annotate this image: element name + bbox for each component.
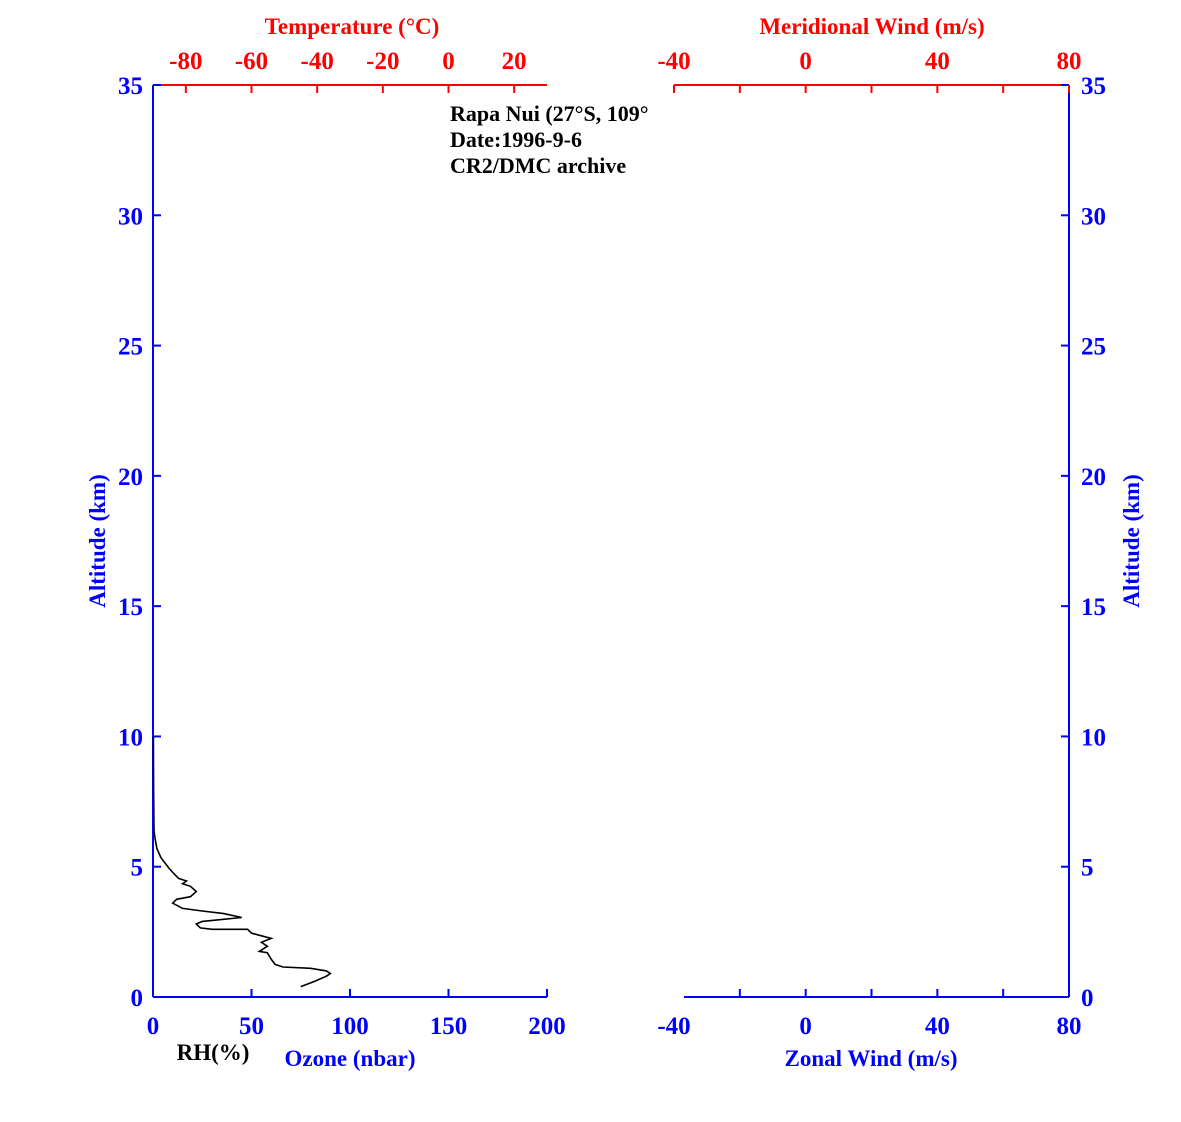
rh-axis-title: RH(%): [177, 1040, 250, 1065]
right-y-tick-label: 25: [1081, 334, 1106, 361]
right-top-x-tick-label: 0: [799, 48, 812, 75]
left-top-x-tick-label: 20: [502, 48, 527, 75]
zonal-wind-axis-title: Zonal Wind (m/s): [785, 1046, 958, 1071]
right-top-x-tick-label: 40: [925, 48, 950, 75]
left-top-x-tick-label: -80: [169, 48, 202, 75]
right-bottom-x-tick-label: 80: [1057, 1013, 1082, 1040]
right-bottom-x-tick-label: 0: [799, 1013, 812, 1040]
right-y-tick-label: 20: [1081, 464, 1106, 491]
right-y-tick-label: 5: [1081, 855, 1094, 882]
right-top-x-tick-label: -40: [657, 48, 690, 75]
left-top-x-tick-label: -60: [235, 48, 268, 75]
left-bottom-x-tick-label: 100: [331, 1013, 369, 1040]
left-bottom-x-tick-label: 50: [239, 1013, 264, 1040]
left-top-x-tick-label: 0: [442, 48, 455, 75]
archive-label: CR2/DMC archive: [450, 153, 626, 178]
left-y-tick-label: 35: [118, 73, 143, 100]
right-y-tick-label: 15: [1081, 594, 1106, 621]
left-y-tick-label: 5: [131, 855, 144, 882]
left-bottom-x-tick-label: 0: [147, 1013, 160, 1040]
right-bottom-x-tick-label: 40: [925, 1013, 950, 1040]
left-y-tick-label: 25: [118, 334, 143, 361]
station-label: Rapa Nui (27°S, 109°: [450, 101, 649, 126]
right-y-tick-label: 30: [1081, 203, 1106, 230]
meridional-wind-axis-title: Meridional Wind (m/s): [759, 14, 984, 39]
left-y-tick-label: 20: [118, 464, 143, 491]
left-y-tick-label: 10: [118, 724, 143, 751]
left-top-x-tick-label: -40: [301, 48, 334, 75]
ozone-axis-title: Ozone (nbar): [285, 1046, 416, 1071]
left-y-tick-label: 15: [118, 594, 143, 621]
left-y-tick-label: 30: [118, 203, 143, 230]
left-altitude-axis-title: Altitude (km): [85, 474, 110, 608]
left-bottom-x-tick-label: 200: [528, 1013, 566, 1040]
right-y-tick-label: 10: [1081, 724, 1106, 751]
left-y-tick-label: 0: [131, 985, 144, 1012]
date-label: Date:1996-9-6: [450, 127, 582, 152]
left-top-x-tick-label: -20: [366, 48, 399, 75]
right-top-x-tick-label: 80: [1057, 48, 1082, 75]
right-altitude-axis-title: Altitude (km): [1119, 474, 1144, 608]
left-bottom-x-tick-label: 150: [430, 1013, 468, 1040]
right-y-tick-label: 0: [1081, 985, 1094, 1012]
profile-trace-0: [152, 736, 332, 988]
temperature-axis-title: Temperature (°C): [265, 14, 440, 39]
right-y-tick-label: 35: [1081, 73, 1106, 100]
right-bottom-x-tick-label: -40: [657, 1013, 690, 1040]
